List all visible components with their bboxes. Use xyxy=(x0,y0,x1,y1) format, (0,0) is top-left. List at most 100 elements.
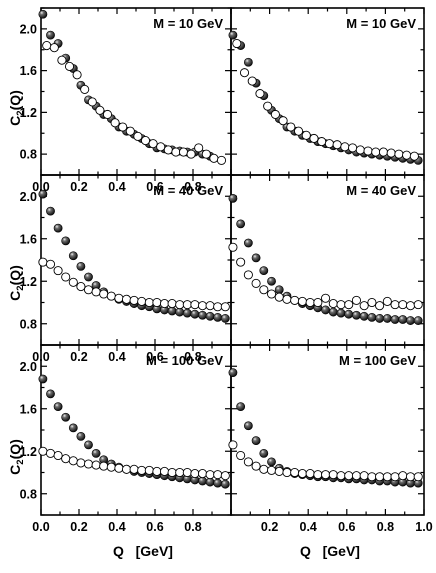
data-point-open xyxy=(340,142,350,152)
data-point-open xyxy=(182,300,192,310)
data-point-open xyxy=(64,61,75,71)
data-point-filled xyxy=(259,266,269,276)
data-point-open xyxy=(409,151,419,161)
data-point-open xyxy=(209,153,219,163)
panel-mass-label: M = 40 GeV xyxy=(346,183,416,198)
data-point-open xyxy=(255,89,265,99)
data-point-open xyxy=(68,277,78,287)
data-point-open xyxy=(197,301,208,311)
data-point-open xyxy=(190,300,200,310)
data-point-open xyxy=(321,293,331,303)
data-point-filled xyxy=(38,9,48,19)
data-point-open xyxy=(114,463,124,473)
data-point-open xyxy=(83,285,94,295)
data-point-open xyxy=(243,457,253,467)
data-point-open xyxy=(99,461,109,471)
data-point-open xyxy=(266,289,277,299)
data-point-open xyxy=(305,469,315,479)
y-axis-title-sub: 2 xyxy=(15,285,26,290)
data-point-open xyxy=(190,469,200,479)
y-tick-label: 0.8 xyxy=(20,317,37,331)
data-point-open xyxy=(297,469,307,479)
y-axis-title-row-2: C2(Q) xyxy=(7,265,26,301)
data-point-open xyxy=(328,470,338,480)
data-point-open xyxy=(228,440,238,450)
data-point-filled xyxy=(220,479,230,489)
data-point-filled xyxy=(53,223,63,233)
panel-1: 0.81.21.62.00.0 0.2 0.4 0.6 0.8M = 10 GeV xyxy=(20,7,232,194)
data-point-open xyxy=(45,448,56,458)
data-point-open xyxy=(405,472,416,482)
data-point-filled xyxy=(182,308,192,318)
data-point-open xyxy=(53,450,63,461)
data-point-filled xyxy=(46,206,55,216)
data-point-open xyxy=(259,285,269,295)
data-point-open xyxy=(110,118,120,128)
y-tick-label: 1.6 xyxy=(20,64,37,78)
data-point-open xyxy=(375,472,385,482)
x-tick-label: 0.4 xyxy=(108,180,125,194)
y-tick-label: 2.0 xyxy=(20,22,37,36)
data-point-open xyxy=(367,472,377,482)
data-point-open xyxy=(205,301,215,311)
data-point-open xyxy=(171,147,181,157)
data-point-filled xyxy=(251,253,261,263)
data-point-open xyxy=(405,301,416,311)
data-point-open xyxy=(398,471,408,481)
data-point-open xyxy=(274,466,284,476)
data-point-filled xyxy=(236,402,246,412)
data-point-open xyxy=(213,470,223,480)
data-point-open xyxy=(178,147,189,157)
data-point-open xyxy=(121,294,132,304)
data-point-open xyxy=(91,287,101,297)
y-tick-label: 1.6 xyxy=(20,402,37,416)
data-point-filled xyxy=(61,412,71,422)
data-point-filled xyxy=(336,308,346,318)
x-tick-label: 0.4 xyxy=(108,520,125,534)
y-axis-title-rest: (Q) xyxy=(7,90,23,110)
data-point-open xyxy=(351,471,362,481)
data-point-open xyxy=(328,299,338,309)
x-tick-label: 1.0 xyxy=(415,520,432,534)
data-point-open xyxy=(61,454,71,464)
data-point-filled xyxy=(68,251,78,261)
data-point-open xyxy=(137,296,147,306)
data-point-filled xyxy=(61,236,71,246)
x-axis-title-left: Q [GeV] xyxy=(113,543,173,559)
data-point-open xyxy=(57,55,67,65)
data-point-open xyxy=(118,122,128,132)
data-point-open xyxy=(175,467,185,478)
y-tick-label: 2.0 xyxy=(20,190,37,204)
data-point-open xyxy=(129,464,139,474)
data-point-open xyxy=(102,109,113,120)
data-point-open xyxy=(194,143,204,153)
data-point-open xyxy=(53,266,63,276)
data-point-open xyxy=(220,471,230,481)
data-point-open xyxy=(129,295,139,305)
data-point-open xyxy=(348,143,358,153)
data-point-filled xyxy=(243,57,253,67)
data-point-open xyxy=(106,462,116,472)
data-point-open xyxy=(91,460,101,470)
panel-mass-label: M = 100 GeV xyxy=(146,353,223,368)
x-tick-label: 0.6 xyxy=(146,350,163,364)
y-tick-label: 0.8 xyxy=(20,148,37,162)
data-point-open xyxy=(87,97,97,107)
data-point-open xyxy=(282,294,292,304)
panel-mass-label: M = 40 GeV xyxy=(153,183,223,198)
data-point-open xyxy=(156,142,166,152)
data-point-open xyxy=(290,467,300,478)
data-point-filled xyxy=(382,314,392,323)
data-point-open xyxy=(106,291,116,301)
data-point-open xyxy=(305,297,315,308)
data-point-open xyxy=(144,297,154,308)
data-point-open xyxy=(45,259,56,269)
data-point-open xyxy=(317,137,327,147)
data-point-open xyxy=(167,299,177,309)
panel-4: M = 40 GeV xyxy=(228,174,425,346)
data-point-open xyxy=(344,300,354,310)
panel-mass-label: M = 100 GeV xyxy=(339,353,416,368)
data-point-open xyxy=(144,465,154,475)
data-point-open xyxy=(99,289,109,299)
data-point-filled xyxy=(228,368,238,378)
